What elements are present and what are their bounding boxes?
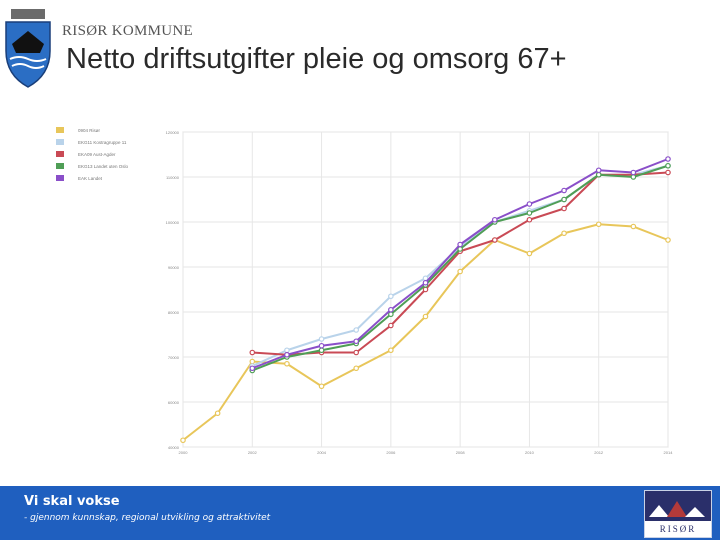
data-point (561, 230, 567, 237)
data-point (388, 322, 394, 329)
data-point (526, 201, 533, 207)
org-name: RISØR KOMMUNE (62, 23, 193, 39)
data-point (561, 205, 567, 212)
x-tick-label: 2012 (594, 450, 604, 455)
series-0 (180, 221, 671, 444)
chart-series (180, 156, 671, 444)
legend-label: EKG13 Landet uten Oslo (78, 164, 129, 169)
legend-label: EKA09 Aust-Agder (78, 152, 116, 157)
data-point (526, 216, 533, 223)
series-4 (249, 156, 671, 372)
data-point (665, 156, 671, 162)
legend-label: EAK Landet (78, 176, 103, 181)
y-tick-label: 120000 (166, 130, 180, 135)
line-chart: 0904 Risør EKG11 Kostragruppe 11 EKA09 Aus… (56, 127, 674, 455)
data-point (249, 358, 256, 365)
badge-text: RISØR (660, 524, 697, 534)
data-point (422, 313, 429, 320)
data-point (595, 171, 602, 178)
y-tick-label: 110000 (166, 175, 180, 180)
y-tick-label: 90000 (168, 265, 180, 270)
data-point (526, 250, 533, 257)
x-tick-label: 2000 (179, 450, 189, 455)
data-point (630, 223, 637, 230)
legend-swatch (56, 163, 64, 169)
data-point (491, 237, 498, 243)
data-point (249, 365, 256, 372)
data-point (249, 349, 256, 356)
footer-subslogan: - gjennom kunnskap, regional utvikling o… (24, 513, 271, 523)
legend-label: 0904 Risør (78, 128, 101, 133)
x-tick-label: 2006 (386, 450, 396, 455)
shield-shape (5, 21, 51, 88)
data-point (388, 311, 394, 318)
data-point (284, 360, 290, 367)
data-point (422, 279, 429, 286)
data-point (353, 349, 360, 356)
chart-axes: 40000 60000 70000 80000 90000 100000 110000 120… (166, 130, 674, 455)
data-point (665, 237, 671, 243)
data-point (318, 383, 325, 390)
data-point (595, 221, 602, 228)
chart-grid (182, 131, 669, 448)
data-point (388, 306, 394, 313)
data-point (180, 437, 186, 444)
page-title: Netto driftsutgifter pleie og omsorg 67+ (66, 43, 567, 75)
data-point (353, 327, 360, 333)
footer-bar: Vi skal vokse - gjennom kunnskap, region… (0, 486, 720, 540)
legend-swatch (56, 127, 64, 133)
series-line (182, 223, 669, 442)
data-point (284, 347, 290, 354)
data-point (630, 174, 637, 180)
data-point (561, 187, 567, 194)
y-tick-label: 70000 (168, 355, 180, 360)
data-point (318, 342, 325, 349)
data-point (665, 162, 671, 169)
data-point (665, 169, 671, 176)
data-point (526, 210, 533, 216)
data-point (388, 293, 394, 300)
legend-label: EKG11 Kostragruppe 11 (78, 140, 127, 145)
data-point (457, 268, 463, 275)
x-tick-label: 2010 (525, 450, 535, 455)
data-point (318, 336, 325, 342)
data-point (353, 338, 360, 345)
data-point (422, 286, 429, 293)
data-point (214, 410, 221, 417)
legend-swatch (56, 175, 64, 181)
footer-slogan: Vi skal vokse (24, 494, 120, 509)
ship-shape (12, 31, 44, 53)
data-point (595, 167, 602, 174)
y-tick-label: 100000 (166, 220, 180, 225)
legend-swatch (56, 151, 64, 157)
data-point (388, 347, 394, 354)
x-tick-label: 2008 (456, 450, 466, 455)
y-tick-label: 60000 (168, 400, 180, 405)
x-tick-label: 2002 (248, 450, 258, 455)
crown-shape (11, 9, 45, 19)
legend-swatch (56, 139, 64, 145)
risor-badge-logo: RISØR (644, 490, 712, 538)
data-point (630, 169, 637, 176)
data-point (318, 347, 325, 354)
data-point (491, 216, 498, 223)
chart-legend: 0904 Risør EKG11 Kostragruppe 11 EKA09 Aus… (56, 127, 129, 181)
x-tick-label: 2014 (664, 450, 674, 455)
y-tick-label: 80000 (168, 310, 180, 315)
data-point (284, 351, 290, 358)
coat-of-arms-logo (5, 9, 51, 88)
data-point (353, 365, 360, 372)
data-point (561, 196, 567, 203)
y-tick-label: 40000 (168, 445, 180, 450)
data-point (457, 241, 463, 248)
x-tick-label: 2004 (317, 450, 327, 455)
